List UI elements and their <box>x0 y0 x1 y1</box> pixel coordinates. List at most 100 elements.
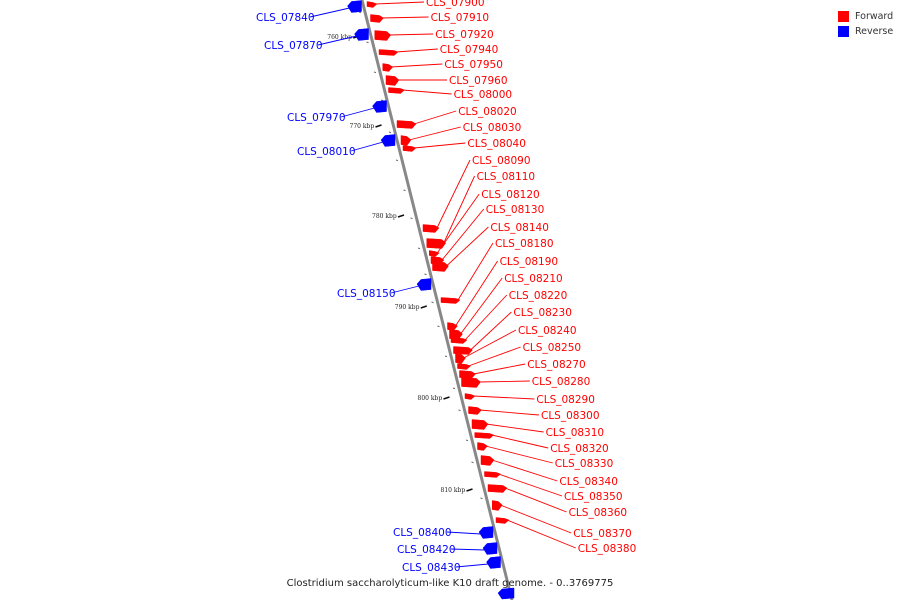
gene-feature[interactable] <box>354 28 369 41</box>
forward-gene-label[interactable]: CLS_08280 <box>532 376 591 388</box>
forward-gene-CLS_08040[interactable] <box>402 145 417 152</box>
forward-gene-CLS_08210[interactable] <box>449 329 463 340</box>
forward-gene-label[interactable]: CLS_08230 <box>513 307 572 319</box>
forward-gene-label[interactable]: CLS_08210 <box>504 273 563 285</box>
forward-gene-CLS_08120[interactable] <box>429 250 440 257</box>
forward-gene-CLS_08250[interactable] <box>457 363 471 370</box>
gene-feature[interactable] <box>477 442 488 451</box>
forward-gene-CLS_08230[interactable] <box>453 346 473 355</box>
gene-feature[interactable] <box>447 322 458 331</box>
forward-gene-label[interactable]: CLS_08220 <box>509 290 568 302</box>
gene-feature[interactable] <box>380 134 396 147</box>
forward-gene-CLS_08090[interactable] <box>422 224 440 233</box>
gene-feature[interactable] <box>385 75 400 86</box>
forward-gene-CLS_08380[interactable] <box>495 517 510 524</box>
forward-gene-CLS_08370[interactable] <box>492 500 503 511</box>
forward-gene-CLS_07960[interactable] <box>385 75 400 86</box>
gene-feature[interactable] <box>455 353 466 364</box>
reverse-gene-CLS_07870[interactable] <box>354 28 369 41</box>
reverse-gene-label[interactable]: CLS_08400 <box>393 527 452 539</box>
forward-gene-CLS_08000[interactable] <box>388 87 405 94</box>
forward-gene-label[interactable]: CLS_07940 <box>440 44 499 56</box>
forward-gene-label[interactable]: CLS_08270 <box>527 359 586 371</box>
forward-gene-label[interactable]: CLS_08290 <box>536 394 595 406</box>
gene-feature[interactable] <box>453 346 473 355</box>
forward-gene-label[interactable]: CLS_08030 <box>463 122 522 134</box>
gene-feature[interactable] <box>495 517 510 524</box>
forward-gene-label[interactable]: CLS_08190 <box>500 256 558 268</box>
gene-feature[interactable] <box>487 484 508 493</box>
forward-gene-label[interactable]: CLS_07950 <box>444 59 503 71</box>
forward-gene-label[interactable]: CLS_07960 <box>449 75 508 87</box>
gene-feature[interactable] <box>396 120 417 129</box>
gene-feature[interactable] <box>459 370 476 379</box>
gene-feature[interactable] <box>400 135 412 146</box>
gene-feature[interactable] <box>497 587 515 600</box>
gene-feature[interactable] <box>474 432 495 439</box>
forward-gene-label[interactable]: CLS_07920 <box>435 29 494 41</box>
forward-gene-label[interactable]: CLS_08240 <box>518 325 577 337</box>
forward-gene-label[interactable]: CLS_08310 <box>546 427 605 439</box>
forward-gene-CLS_07950[interactable] <box>382 63 394 72</box>
gene-feature[interactable] <box>432 261 449 272</box>
forward-gene-CLS_08020[interactable] <box>396 120 417 129</box>
reverse-gene-label[interactable]: CLS_07970 <box>287 112 346 124</box>
gene-feature[interactable] <box>388 87 405 94</box>
reverse-gene-CLS_07840[interactable] <box>347 0 362 13</box>
forward-gene-label[interactable]: CLS_08090 <box>472 155 531 167</box>
forward-gene-label[interactable]: CLS_08040 <box>467 138 526 150</box>
forward-gene-CLS_08360[interactable] <box>487 484 508 493</box>
reverse-gene-CLS_08010[interactable] <box>380 134 396 147</box>
gene-feature[interactable] <box>374 30 392 41</box>
forward-gene-CLS_08330[interactable] <box>477 442 488 451</box>
forward-gene-CLS_08110[interactable] <box>426 238 447 249</box>
gene-feature[interactable] <box>347 0 362 13</box>
gene-feature[interactable] <box>449 329 463 340</box>
forward-gene-CLS_08340[interactable] <box>480 455 495 466</box>
reverse-gene-CLS_08420[interactable] <box>482 542 498 555</box>
gene-feature[interactable] <box>457 363 471 370</box>
gene-feature[interactable] <box>429 250 440 257</box>
forward-gene-label[interactable]: CLS_08350 <box>564 491 623 503</box>
gene-feature[interactable] <box>378 49 399 56</box>
forward-gene-label[interactable]: CLS_08140 <box>490 222 549 234</box>
reverse-gene-partial[interactable] <box>497 587 515 600</box>
gene-feature[interactable] <box>468 406 482 415</box>
gene-feature[interactable] <box>422 224 440 233</box>
gene-feature[interactable] <box>478 526 494 539</box>
forward-gene-label[interactable]: CLS_08340 <box>559 476 618 488</box>
forward-gene-CLS_08310[interactable] <box>471 419 489 430</box>
gene-feature[interactable] <box>372 100 387 113</box>
forward-gene-CLS_07940[interactable] <box>378 49 399 56</box>
gene-feature[interactable] <box>426 238 447 249</box>
forward-gene-label[interactable]: CLS_08360 <box>569 507 628 519</box>
forward-gene-CLS_08240[interactable] <box>455 353 466 364</box>
forward-gene-label[interactable]: CLS_08330 <box>555 458 614 470</box>
forward-gene-label[interactable]: CLS_08000 <box>454 89 512 101</box>
forward-gene-CLS_08290[interactable] <box>464 393 476 400</box>
forward-gene-label[interactable]: CLS_08130 <box>486 204 545 216</box>
reverse-gene-label[interactable]: CLS_08430 <box>402 562 461 574</box>
forward-gene-CLS_08280[interactable] <box>461 377 481 388</box>
gene-feature[interactable] <box>482 542 498 555</box>
forward-gene-CLS_08270[interactable] <box>459 370 476 379</box>
forward-gene-CLS_07910[interactable] <box>370 14 384 23</box>
forward-gene-label[interactable]: CLS_08300 <box>541 410 600 422</box>
gene-feature[interactable] <box>464 393 476 400</box>
forward-gene-label[interactable]: CLS_07910 <box>431 12 490 24</box>
forward-gene-label[interactable]: CLS_08380 <box>578 543 637 555</box>
gene-feature[interactable] <box>402 145 417 152</box>
gene-feature[interactable] <box>480 455 495 466</box>
gene-feature[interactable] <box>471 419 489 430</box>
reverse-gene-label[interactable]: CLS_08150 <box>337 288 396 300</box>
reverse-gene-label[interactable]: CLS_07840 <box>256 12 315 24</box>
gene-feature[interactable] <box>370 14 384 23</box>
forward-gene-label[interactable]: CLS_08180 <box>495 238 554 250</box>
forward-gene-label[interactable]: CLS_08020 <box>458 106 517 118</box>
forward-gene-label[interactable]: CLS_08250 <box>523 342 582 354</box>
reverse-gene-CLS_08430[interactable] <box>486 556 501 569</box>
forward-gene-CLS_08190[interactable] <box>447 322 458 331</box>
gene-feature[interactable] <box>366 1 378 8</box>
gene-feature[interactable] <box>382 63 394 72</box>
gene-feature[interactable] <box>492 500 503 511</box>
